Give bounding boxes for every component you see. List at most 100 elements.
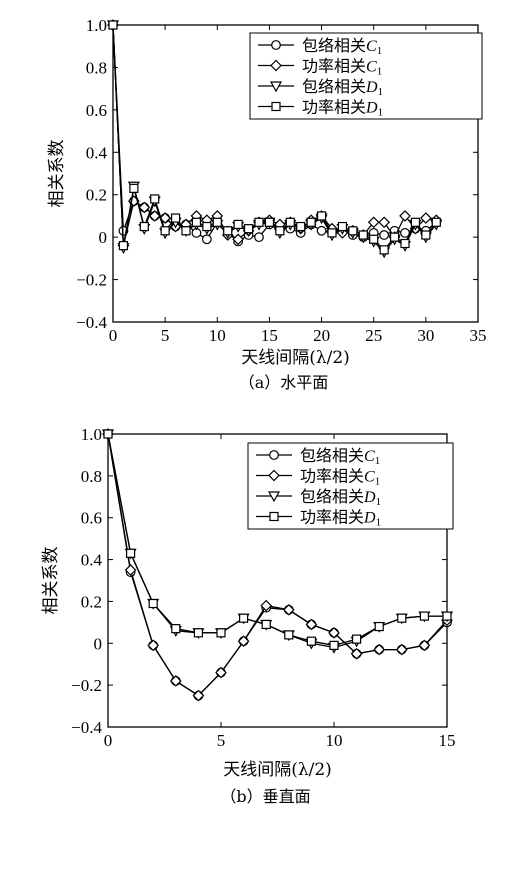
data-point bbox=[215, 666, 227, 679]
data-point bbox=[191, 217, 202, 227]
data-point bbox=[442, 611, 452, 621]
legend-box bbox=[247, 442, 454, 530]
data-point bbox=[169, 675, 182, 687]
data-point bbox=[275, 226, 285, 236]
data-point bbox=[232, 233, 244, 246]
data-point bbox=[367, 216, 380, 229]
data-point bbox=[125, 548, 136, 558]
data-point bbox=[261, 619, 271, 630]
y-tick-label: 0.8 bbox=[81, 467, 102, 486]
y-tick-label: 1.0 bbox=[86, 16, 107, 35]
legend-box bbox=[249, 32, 483, 120]
series-line bbox=[107, 433, 447, 647]
data-point bbox=[254, 232, 264, 243]
plot-frame bbox=[112, 24, 479, 323]
y-tick-label: −0.2 bbox=[76, 271, 107, 290]
data-point bbox=[306, 217, 316, 227]
data-point bbox=[420, 212, 432, 224]
data-point bbox=[431, 217, 441, 227]
data-point bbox=[352, 634, 362, 644]
legend-label: 包络相关D1 bbox=[300, 487, 381, 508]
data-point bbox=[148, 210, 161, 222]
x-axis-label: 天线间隔(λ/2) bbox=[241, 348, 350, 368]
legend-label: 包络相关C1 bbox=[302, 36, 382, 57]
figure-caption: （a）水平面 bbox=[239, 373, 329, 392]
data-point bbox=[108, 20, 118, 30]
data-point bbox=[216, 628, 226, 638]
figure-caption: （b）垂直面 bbox=[220, 787, 310, 806]
legend-label: 功率相关D1 bbox=[302, 98, 383, 119]
data-point bbox=[316, 211, 327, 221]
data-point bbox=[378, 216, 390, 229]
data-point bbox=[379, 230, 390, 240]
x-tick-label: 0 bbox=[104, 731, 113, 750]
data-point bbox=[170, 213, 181, 223]
y-tick-label: 1.0 bbox=[81, 425, 102, 444]
data-point bbox=[397, 613, 407, 623]
series-1 bbox=[102, 428, 453, 702]
data-point bbox=[150, 194, 160, 204]
data-point bbox=[410, 217, 421, 227]
data-point bbox=[399, 210, 411, 222]
x-tick-label: 10 bbox=[209, 326, 226, 345]
data-point bbox=[284, 630, 294, 640]
data-point bbox=[103, 429, 113, 439]
x-tick-label: 10 bbox=[326, 731, 343, 750]
series-3 bbox=[103, 429, 452, 650]
data-point bbox=[264, 217, 275, 227]
y-tick-label: −0.4 bbox=[76, 313, 107, 332]
data-point bbox=[129, 183, 139, 193]
legend-marker bbox=[267, 491, 281, 503]
y-tick-label: −0.2 bbox=[71, 676, 102, 695]
legend-marker bbox=[271, 101, 281, 112]
chart-panel-a: 0 5 10 15 20 25 30 35 −0.4 −0.2 0 0.2 0.4 0.6 0.8 1.0 天线… bbox=[47, 16, 487, 392]
legend-marker bbox=[268, 469, 280, 482]
y-tick-label: 0 bbox=[99, 228, 108, 247]
data-point bbox=[348, 226, 358, 236]
data-point bbox=[328, 626, 340, 639]
data-point bbox=[192, 689, 205, 702]
y-tick-label: 0.8 bbox=[86, 58, 107, 77]
data-point bbox=[139, 221, 149, 232]
data-point bbox=[395, 643, 408, 656]
y-tick-label: 0.6 bbox=[86, 101, 107, 120]
y-tick-label: −0.4 bbox=[71, 718, 102, 737]
data-point bbox=[373, 643, 386, 656]
x-tick-label: 0 bbox=[109, 326, 118, 345]
data-point bbox=[418, 639, 431, 652]
y-tick-label: 0.4 bbox=[81, 551, 103, 570]
data-point bbox=[350, 647, 363, 660]
data-point bbox=[202, 221, 212, 232]
data-point bbox=[305, 618, 318, 631]
data-point bbox=[124, 564, 137, 576]
data-point bbox=[358, 230, 368, 240]
data-point bbox=[254, 217, 264, 227]
y-tick-label: 0.2 bbox=[81, 592, 102, 611]
legend-label: 功率相关C1 bbox=[302, 57, 382, 78]
data-point bbox=[400, 238, 410, 249]
data-point bbox=[201, 234, 212, 245]
data-point bbox=[223, 226, 233, 236]
data-point bbox=[285, 217, 295, 227]
data-point bbox=[369, 234, 379, 244]
x-axis-label: 天线间隔(λ/2) bbox=[223, 760, 332, 780]
data-point bbox=[138, 201, 151, 214]
legend-label: 功率相关C1 bbox=[300, 467, 380, 488]
data-point bbox=[327, 228, 337, 238]
legend-marker bbox=[271, 40, 281, 50]
data-point bbox=[282, 603, 295, 616]
data-point bbox=[419, 611, 429, 621]
data-point bbox=[337, 221, 348, 232]
y-tick-label: 0.6 bbox=[81, 509, 102, 528]
y-tick-label: 0.4 bbox=[86, 143, 108, 162]
y-axis-label: 相关系数 bbox=[41, 547, 61, 615]
data-point bbox=[148, 598, 158, 609]
data-point bbox=[159, 212, 171, 224]
data-point bbox=[193, 628, 203, 638]
data-point bbox=[374, 621, 384, 632]
legend-marker bbox=[269, 81, 283, 93]
x-tick-label: 30 bbox=[417, 326, 434, 345]
data-point bbox=[243, 224, 254, 234]
